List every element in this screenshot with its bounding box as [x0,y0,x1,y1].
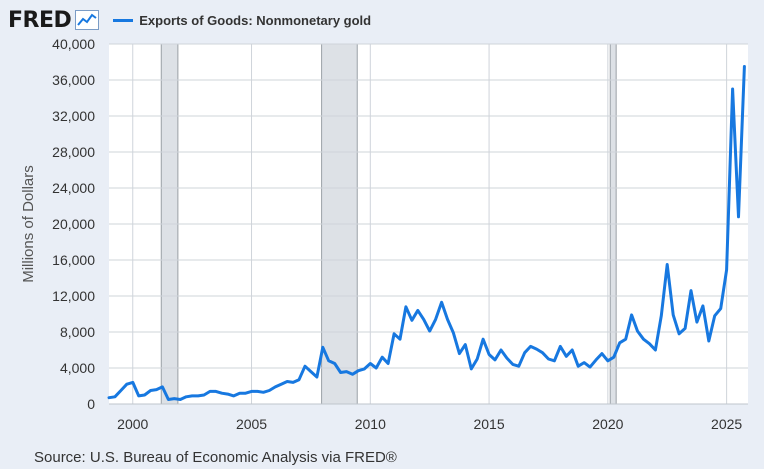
x-tick-label: 2005 [236,416,267,432]
legend-label: Exports of Goods: Nonmonetary gold [139,12,372,28]
legend-swatch [113,18,134,22]
chart-line-icon [75,10,100,30]
x-tick-label: 2000 [117,416,148,432]
source-note: Source: U.S. Bureau of Economic Analysis… [34,449,397,466]
y-tick-label: 4,000 [60,360,95,376]
y-tick-label: 24,000 [52,180,95,196]
x-tick-label: 2020 [592,416,623,432]
x-tick-label: 2010 [355,416,386,432]
y-tick-label: 0 [87,396,95,412]
y-tick-label: 28,000 [52,144,95,160]
y-tick-label: 40,000 [52,36,95,52]
y-tick-label: 32,000 [52,108,95,124]
header: FRED Exports of Goods: Nonmonetary gold [8,6,371,34]
x-tick-label: 2015 [473,416,504,432]
y-tick-label: 8,000 [60,324,95,340]
y-tick-label: 20,000 [52,216,95,232]
series-line [107,65,746,401]
y-axis-label: Millions of Dollars [20,165,37,283]
fred-logo[interactable]: FRED [8,7,72,33]
chart: 0 4,000 8,000 12,000 16,000 20,000 24,000 28,00… [20,36,748,432]
y-tick-label: 12,000 [52,288,95,304]
y-tick-label: 36,000 [52,72,95,88]
y-tick-label: 16,000 [52,252,95,268]
legend: Exports of Goods: Nonmonetary gold [113,13,371,28]
x-tick-label: 2025 [711,416,742,432]
